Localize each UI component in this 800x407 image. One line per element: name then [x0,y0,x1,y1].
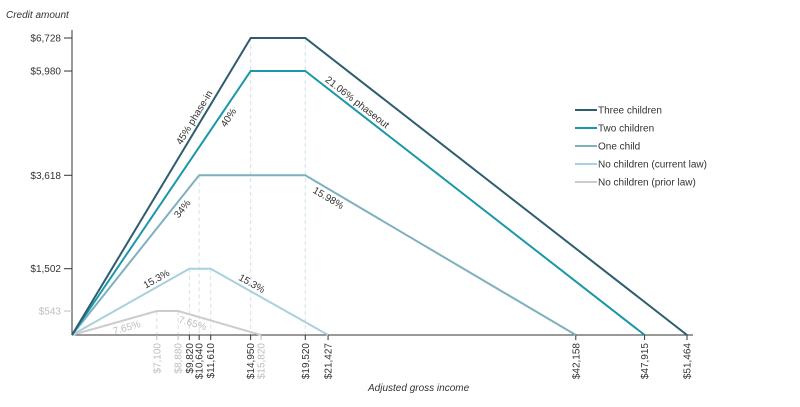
y-tick-label: $1,502 [30,264,61,275]
y-tick-label: $6,728 [30,34,61,45]
series-line-none-prior [71,310,262,336]
y-axis-title: Credit amount [6,10,70,21]
x-axis-title: Adjusted gross income [367,383,470,394]
legend-label: Three children [598,106,662,117]
y-tick-label: $3,618 [30,171,61,182]
rate-annotation: 34% [172,198,193,221]
legend-label: One child [598,142,640,153]
axes: $6,728 $5,980 $3,618 $1,502 $543 $7,100 $8,880… [30,30,694,380]
series-line-two [71,70,646,336]
legend-label: Two children [598,124,654,135]
x-tick-label: $8,880 [174,343,185,374]
y-tick-label: $543 [39,307,62,318]
guide-lines [156,38,306,335]
x-tick-label: $14,950 [246,343,257,380]
legend: Three children Two children One child No ch… [575,106,707,189]
x-tick-label: $42,158 [571,343,582,380]
x-tick-label: $19,520 [301,343,312,380]
series-line-one [71,174,577,336]
y-tick-label: $5,980 [30,67,61,78]
rate-annotation: 40% [219,107,239,130]
x-tick-label: $10,640 [195,343,206,380]
series-line-none-current [71,267,329,336]
rate-annotation: 45% phase-in [175,89,216,147]
series-lines [71,37,688,336]
series-line-three [71,37,688,336]
x-tick-label: $51,464 [683,343,694,380]
legend-label: No children (prior law) [598,178,696,189]
x-tick-label: $11,610 [206,343,217,379]
legend-label: No children (current law) [598,160,707,171]
rate-annotation: 21.06% phaseout [323,75,391,132]
x-tick-label: $9,820 [185,343,196,374]
x-tick-label: $7,100 [152,343,163,374]
x-tick-label: $15,820 [257,343,268,380]
x-tick-label: $47,915 [640,343,651,380]
x-tick-label: $21,427 [324,343,335,380]
